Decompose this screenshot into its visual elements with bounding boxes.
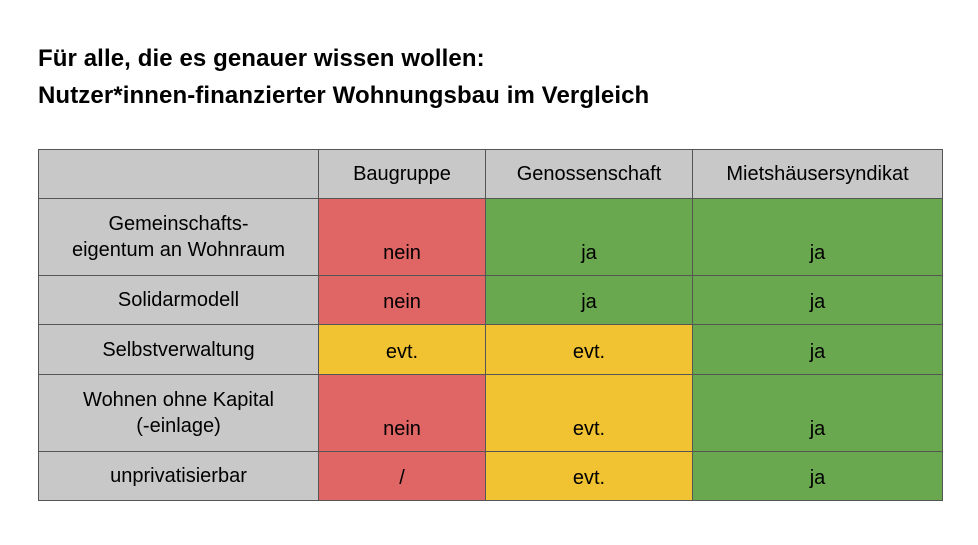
page-title: Für alle, die es genauer wissen wollen: …	[38, 40, 649, 114]
cell-baugruppe: /	[318, 451, 486, 501]
table-header-row: Baugruppe Genossenschaft Mietshäusersynd…	[38, 149, 943, 199]
table-row: Wohnen ohne Kapital (-einlage) nein evt. …	[38, 374, 943, 452]
title-line-2: Nutzer*innen-finanzierter Wohnungsbau im…	[38, 82, 650, 109]
row-label-gemeinschaftseigentum: Gemeinschafts-eigentum an Wohnraum	[38, 198, 319, 276]
cell-genossenschaft: evt.	[485, 374, 693, 452]
row-label-unprivatisierbar: unprivatisierbar	[38, 451, 319, 501]
row-label-selbstverwaltung: Selbstverwaltung	[38, 324, 319, 375]
cell-mietshaeusersyndikat: ja	[692, 451, 943, 501]
cell-mietshaeusersyndikat: ja	[692, 374, 943, 452]
row-label-solidarmodell: Solidarmodell	[38, 275, 319, 325]
cell-genossenschaft: evt.	[485, 324, 693, 375]
table-row: Selbstverwaltung evt. evt. ja	[38, 324, 943, 375]
column-header-baugruppe: Baugruppe	[318, 149, 486, 199]
cell-genossenschaft: evt.	[485, 451, 693, 501]
cell-mietshaeusersyndikat: ja	[692, 324, 943, 375]
column-header-mietshaeusersyndikat: Mietshäusersyndikat	[692, 149, 943, 199]
comparison-table: Baugruppe Genossenschaft Mietshäusersynd…	[38, 149, 943, 501]
column-header-genossenschaft: Genossenschaft	[485, 149, 693, 199]
table-row: Solidarmodell nein ja ja	[38, 275, 943, 325]
cell-baugruppe: nein	[318, 198, 486, 276]
cell-genossenschaft: ja	[485, 198, 693, 276]
corner-cell	[38, 149, 319, 199]
cell-genossenschaft: ja	[485, 275, 693, 325]
table-row: unprivatisierbar / evt. ja	[38, 451, 943, 501]
cell-baugruppe: nein	[318, 275, 486, 325]
cell-mietshaeusersyndikat: ja	[692, 198, 943, 276]
table-row: Gemeinschafts-eigentum an Wohnraum nein …	[38, 198, 943, 276]
cell-baugruppe: evt.	[318, 324, 486, 375]
row-label-wohnen-ohne-kapital: Wohnen ohne Kapital (-einlage)	[38, 374, 319, 452]
title-line-1: Für alle, die es genauer wissen wollen:	[38, 45, 485, 72]
cell-baugruppe: nein	[318, 374, 486, 452]
cell-mietshaeusersyndikat: ja	[692, 275, 943, 325]
